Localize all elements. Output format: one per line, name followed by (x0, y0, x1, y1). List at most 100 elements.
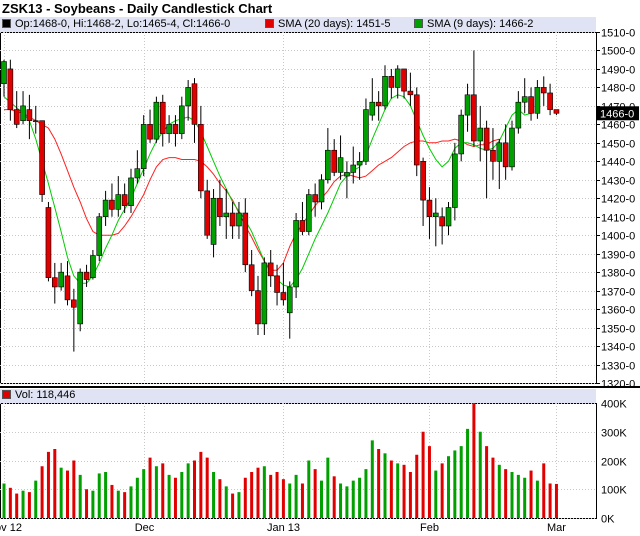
chart-title: ZSK13 - Soybeans - Daily Candlestick Cha… (2, 1, 273, 16)
candle-body (96, 216, 103, 256)
volume-bar (389, 460, 393, 518)
volume-bar (307, 460, 311, 518)
volume-bar (281, 479, 285, 518)
volume-bar (218, 479, 222, 518)
price-tick-label: 1420-0 (601, 194, 635, 206)
volume-bar (294, 474, 298, 518)
volume-bar (421, 431, 425, 518)
candle-body (305, 194, 312, 232)
sma9-swatch (414, 18, 423, 28)
candle-body (331, 149, 338, 173)
price-tick-label: 1340-0 (601, 342, 635, 354)
volume-bar (85, 489, 89, 518)
volume-bar (459, 446, 463, 518)
candle-body (45, 207, 52, 278)
candle-body (528, 96, 534, 114)
candle-body (382, 76, 388, 107)
volume-bar (510, 472, 514, 518)
candle-body (553, 109, 560, 114)
candle-body (496, 142, 503, 162)
candle-body (255, 290, 261, 325)
volume-tick-label: 100K (601, 485, 627, 497)
candle-body (458, 114, 465, 155)
candle-body (39, 120, 45, 195)
candle-body (293, 220, 299, 288)
volume-bar (231, 493, 235, 518)
sma9-legend-text: SMA (9 days): 1466-2 (427, 18, 534, 30)
price-panel-frame (0, 32, 597, 384)
volume-bar (262, 466, 266, 518)
candle-body (445, 207, 452, 227)
volume-bar (135, 477, 139, 518)
volume-bar (129, 486, 133, 518)
volume-bar (15, 493, 19, 518)
candle-body (509, 127, 515, 168)
candle-body (51, 277, 58, 288)
candle-body (71, 299, 77, 308)
candle-body (274, 275, 280, 293)
volume-bar (358, 477, 362, 518)
ohlc-readout: Op:1468-0, Hi:1468-2, Lo:1465-4, Cl:1466… (2, 17, 230, 32)
candle-body (299, 220, 306, 232)
candle-body (20, 105, 26, 121)
candle-body (109, 199, 115, 210)
volume-bar (478, 431, 482, 518)
volume-bar (269, 474, 273, 518)
price-tick-label: 1510-0 (601, 28, 635, 40)
volume-bar (535, 480, 539, 518)
volume-tick-label: 0K (601, 514, 615, 526)
volume-bar (91, 490, 95, 518)
volume-bar (415, 454, 419, 518)
volume-bar (377, 449, 381, 518)
candle-body (159, 101, 166, 134)
volume-bar (154, 466, 158, 518)
volume-bar (212, 472, 216, 518)
volume-bar (447, 456, 450, 518)
candle-body (58, 271, 64, 288)
price-tick-label: 1390-0 (601, 250, 635, 262)
volume-bar (453, 450, 457, 518)
candle-body (229, 212, 236, 227)
price-tick-label: 1360-0 (601, 305, 635, 317)
candle-body (26, 109, 33, 121)
volume-tick-label: 300K (601, 428, 627, 440)
volume-bar (339, 483, 343, 518)
candle-body (426, 199, 433, 218)
candle-body (185, 87, 191, 107)
candle-body (363, 109, 369, 162)
volume-bar (148, 457, 152, 518)
candle-body (121, 194, 128, 206)
volume-bar (2, 483, 6, 518)
volume-tick-label: 200K (601, 457, 627, 469)
volume-bar (332, 476, 336, 518)
volume-text: Vol: 118,446 (15, 389, 76, 401)
candle-body (140, 124, 147, 170)
sma9-legend: SMA (9 days): 1466-2 (414, 17, 533, 32)
candle-body (477, 127, 484, 142)
volume-bar (408, 472, 412, 518)
candle-body (432, 212, 439, 218)
volume-bar (186, 463, 190, 518)
volume-bar (97, 473, 101, 518)
volume-bar (53, 449, 57, 518)
candle-body (210, 197, 217, 245)
x-axis-label: Mar (547, 522, 566, 534)
price-tick-label: 1410-0 (601, 213, 635, 225)
candle-body (102, 199, 109, 218)
volume-bar (78, 474, 82, 518)
volume-bar (542, 463, 546, 518)
candle-body (64, 275, 71, 301)
candle-body (337, 157, 344, 173)
candle-body (407, 90, 414, 96)
price-tick-label: 1320-0 (601, 379, 635, 391)
volume-bar (21, 490, 25, 518)
candle-body (401, 68, 407, 92)
candle-body (483, 127, 490, 151)
volume-bar (224, 486, 228, 518)
candle-body (464, 94, 471, 116)
volume-bar (199, 451, 203, 518)
volume-bar (370, 440, 374, 518)
candle-body (471, 94, 477, 142)
